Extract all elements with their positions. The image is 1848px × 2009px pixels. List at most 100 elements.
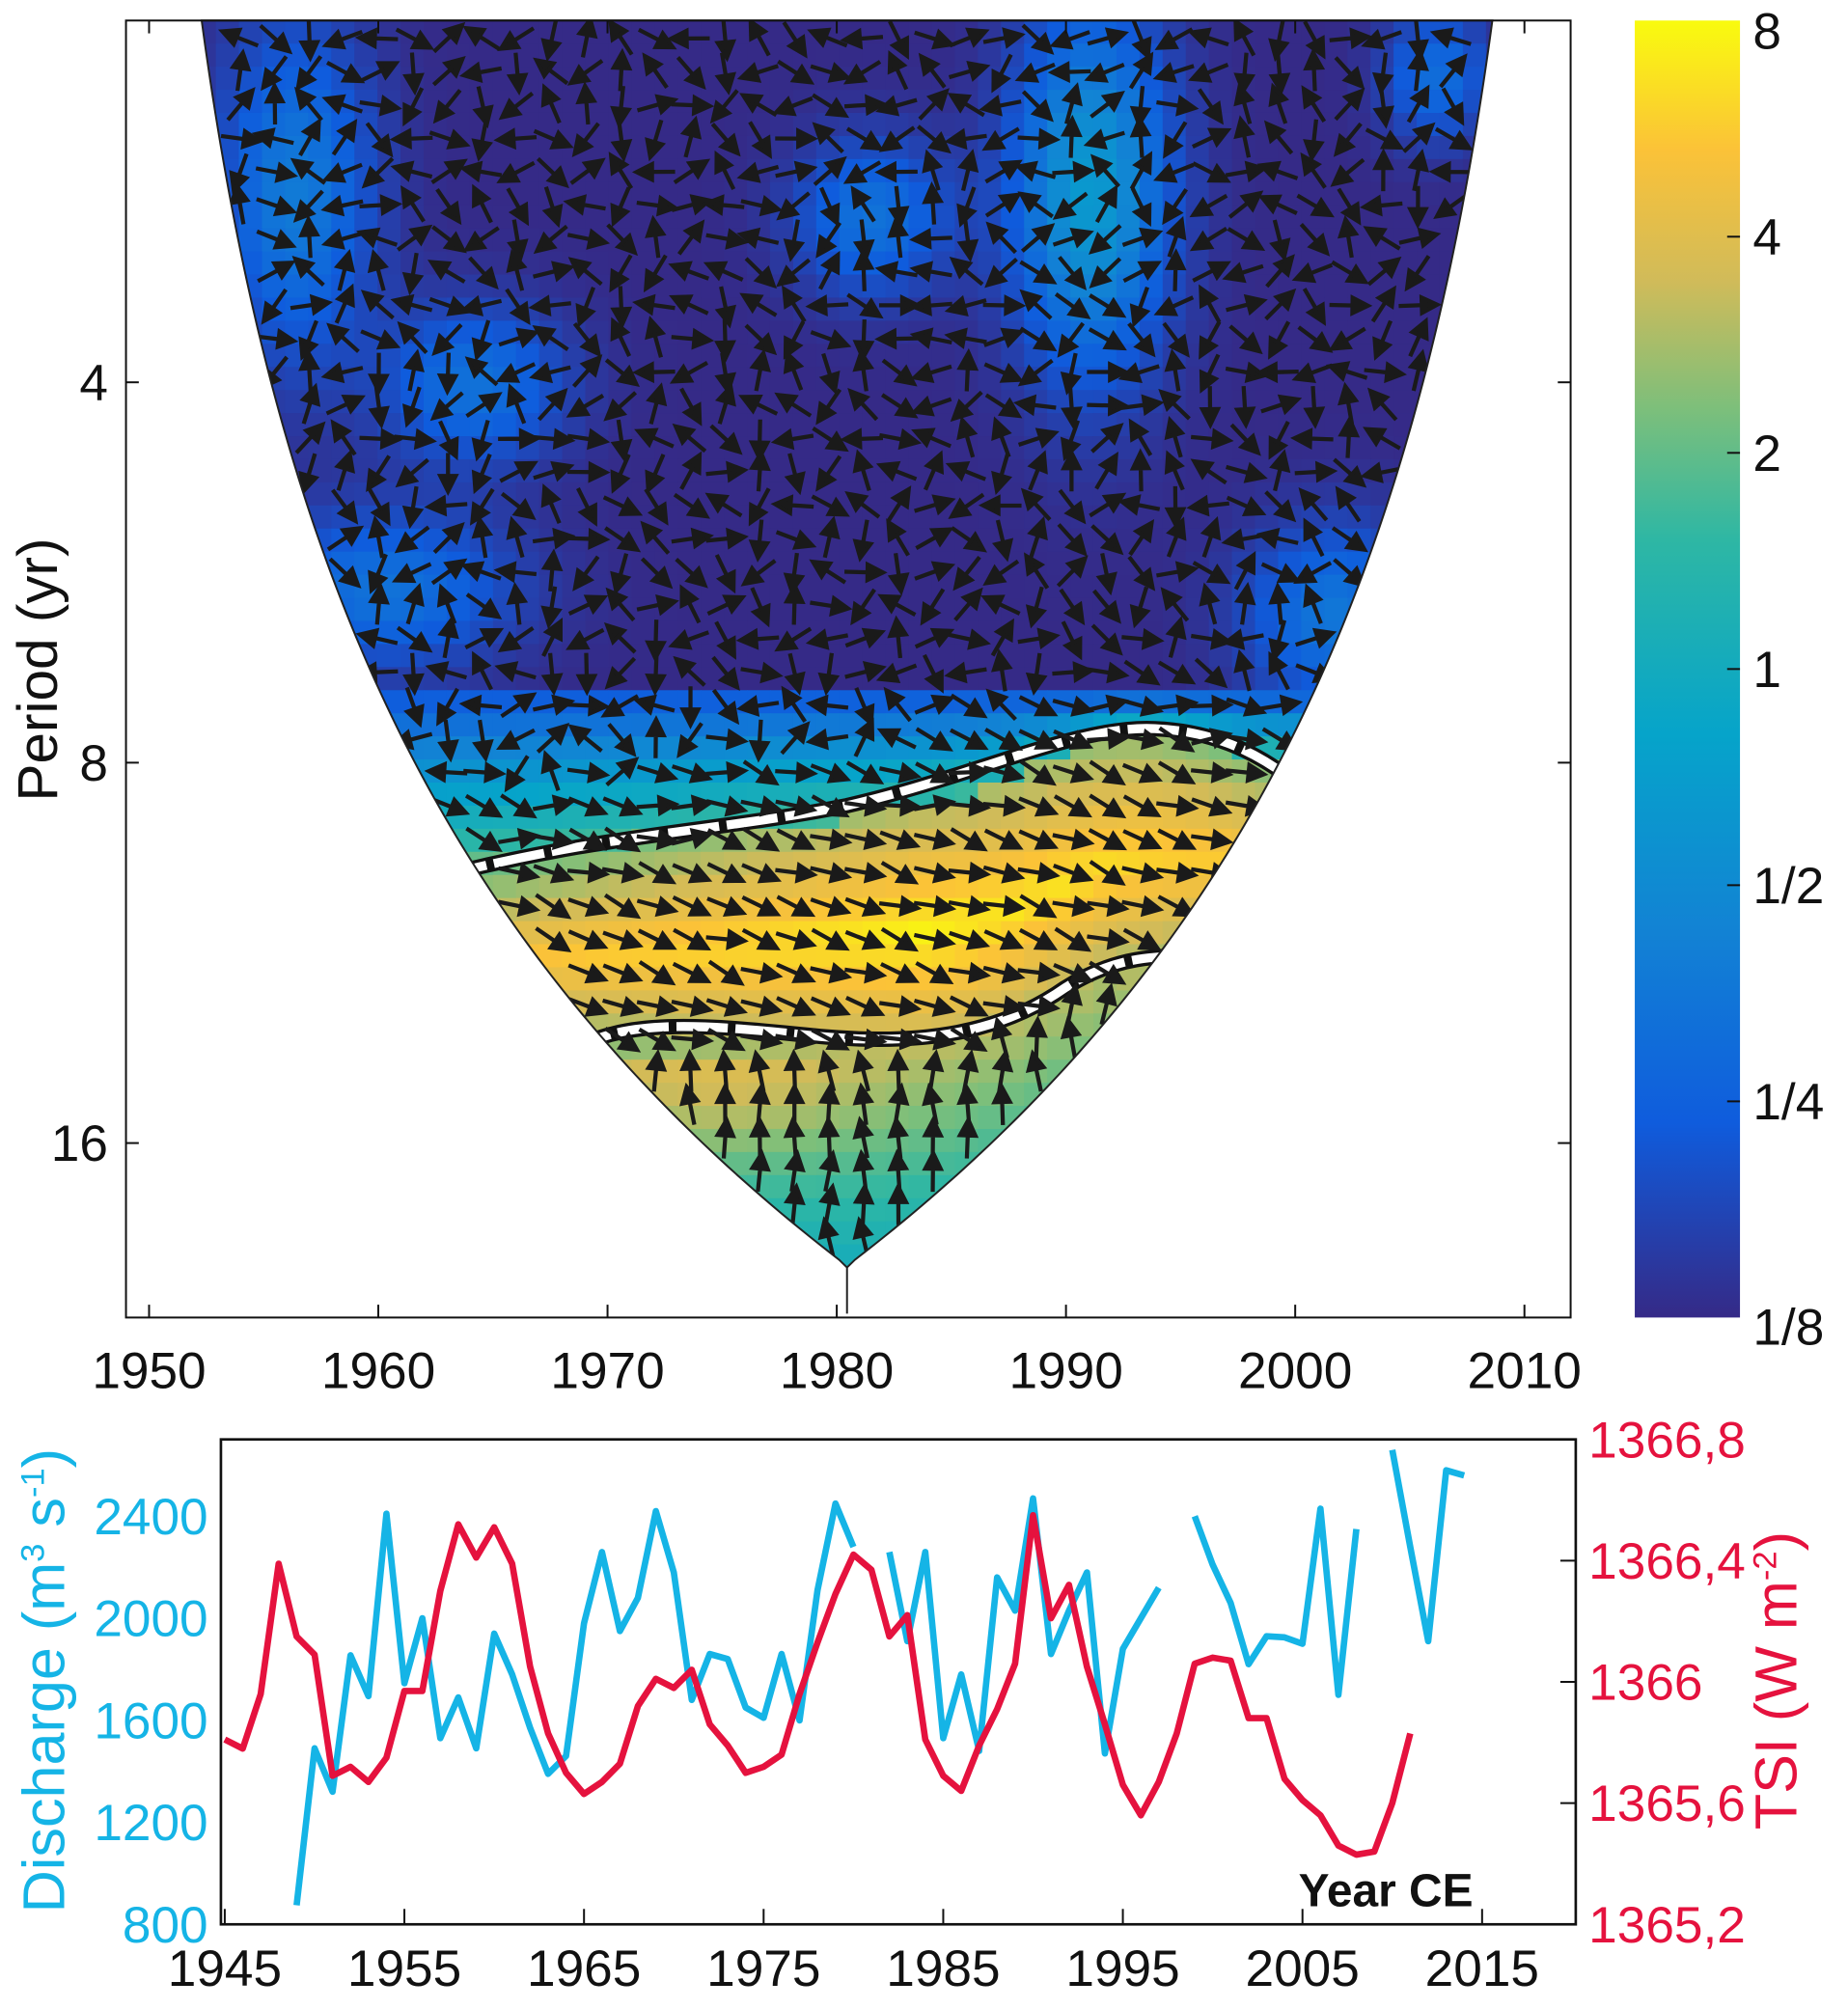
y-tick-label: 8 — [79, 735, 108, 792]
heat-cell — [908, 921, 933, 946]
phase-arrow — [1228, 324, 1263, 355]
phase-arrow — [736, 227, 780, 250]
phase-arrow — [705, 996, 748, 1017]
phase-arrow — [642, 52, 669, 90]
phase-arrow — [679, 115, 703, 158]
phase-arrow — [850, 588, 876, 626]
phase-arrow — [811, 494, 850, 517]
phase-arrow — [1199, 582, 1221, 625]
phase-arrow — [566, 528, 611, 550]
phase-arrow — [956, 1115, 979, 1159]
phase-arrow — [1407, 148, 1429, 192]
heat-cell — [1139, 967, 1164, 992]
phase-arrow — [887, 50, 909, 91]
phase-arrow — [673, 158, 711, 184]
phase-arrow — [1221, 628, 1264, 650]
phase-arrow — [1017, 862, 1061, 884]
heat-cell — [515, 782, 540, 807]
phase-arrow — [638, 1027, 676, 1052]
phase-arrow — [631, 160, 676, 183]
phase-arrow — [1052, 894, 1095, 918]
phase-arrow — [1156, 94, 1200, 117]
phase-arrow — [776, 258, 811, 288]
phase-arrow — [1407, 20, 1429, 63]
phase-arrow — [1026, 1015, 1048, 1059]
phase-arrow — [982, 294, 1027, 316]
heat-cell — [1324, 644, 1348, 669]
phase-arrow — [1057, 321, 1086, 358]
phase-arrow — [772, 96, 814, 117]
phase-arrow — [956, 347, 979, 392]
heat-cell — [978, 112, 1002, 137]
phase-arrow — [636, 794, 680, 817]
phase-arrow — [982, 995, 1027, 1017]
phase-arrow — [949, 257, 984, 287]
heat-cell — [469, 574, 494, 599]
heat-cell — [515, 181, 540, 206]
heat-cell — [724, 413, 748, 437]
phase-arrow — [878, 294, 923, 316]
heat-cell — [1070, 43, 1094, 68]
phase-arrow — [1371, 52, 1394, 96]
tsi-axis-label: TSI (W m-2) — [1744, 1531, 1809, 1830]
tsi-axis: 1365,2 1365,6 1366 1366,4 1366,8 — [1559, 1412, 1746, 1954]
phase-arrow — [944, 327, 987, 349]
phase-arrow — [494, 661, 537, 683]
phase-arrow — [1164, 450, 1185, 491]
heat-cell — [839, 274, 864, 299]
heat-cell — [862, 112, 887, 137]
phase-arrow — [1053, 862, 1094, 884]
phase-arrow — [1257, 194, 1298, 216]
phase-arrow — [749, 348, 771, 392]
phase-arrow — [506, 248, 528, 291]
phase-arrow — [1019, 326, 1058, 352]
phase-arrow — [669, 294, 709, 316]
heat-cell — [201, 158, 217, 183]
phase-arrow — [320, 194, 364, 217]
phase-arrow — [981, 126, 1020, 151]
phase-arrow — [366, 454, 392, 492]
phase-arrow — [645, 619, 667, 663]
phase-arrow — [1018, 695, 1059, 717]
phase-arrow — [982, 962, 1026, 984]
phase-arrow — [735, 627, 780, 650]
heat-cell — [815, 43, 841, 68]
series-lines — [223, 1448, 1466, 1906]
phase-arrow — [1429, 27, 1472, 49]
phase-arrow — [430, 158, 468, 184]
phase-arrow — [740, 995, 784, 1017]
phase-arrow — [291, 256, 325, 287]
phase-arrow — [852, 1115, 874, 1159]
phase-arrow — [1128, 518, 1155, 557]
phase-arrow — [982, 27, 1026, 49]
phase-arrow — [913, 862, 956, 884]
phase-arrow — [1157, 828, 1198, 850]
phase-arrow — [1052, 160, 1096, 183]
heatmap-cells — [201, 20, 1493, 1314]
top-x-axis: 1950 1960 1970 1980 1990 2000 2010 — [92, 20, 1582, 1400]
tsi-tick-label: 1366,8 — [1588, 1412, 1746, 1469]
phase-arrow — [432, 521, 465, 554]
phase-arrow — [528, 294, 571, 316]
phase-arrow — [602, 796, 644, 817]
phase-arrow — [775, 861, 818, 884]
phase-arrow — [532, 694, 576, 716]
phase-arrow — [1089, 91, 1125, 119]
colorbar-tick-label: 4 — [1752, 209, 1781, 266]
heat-cell — [1116, 251, 1141, 276]
phase-arrow — [909, 294, 952, 316]
phase-arrow — [748, 20, 771, 57]
phase-arrow — [1156, 862, 1200, 884]
phase-arrow — [844, 828, 888, 851]
phase-arrow — [1014, 62, 1056, 83]
heat-cell — [562, 112, 587, 137]
heat-cell — [377, 736, 401, 760]
phase-arrow — [401, 485, 425, 530]
phase-arrow — [984, 728, 1024, 751]
phase-arrow — [397, 224, 433, 252]
phase-arrow — [576, 20, 598, 58]
heat-cell — [446, 320, 471, 344]
phase-arrow — [572, 321, 602, 358]
phase-arrow — [950, 390, 983, 423]
heat-cell — [215, 251, 240, 276]
